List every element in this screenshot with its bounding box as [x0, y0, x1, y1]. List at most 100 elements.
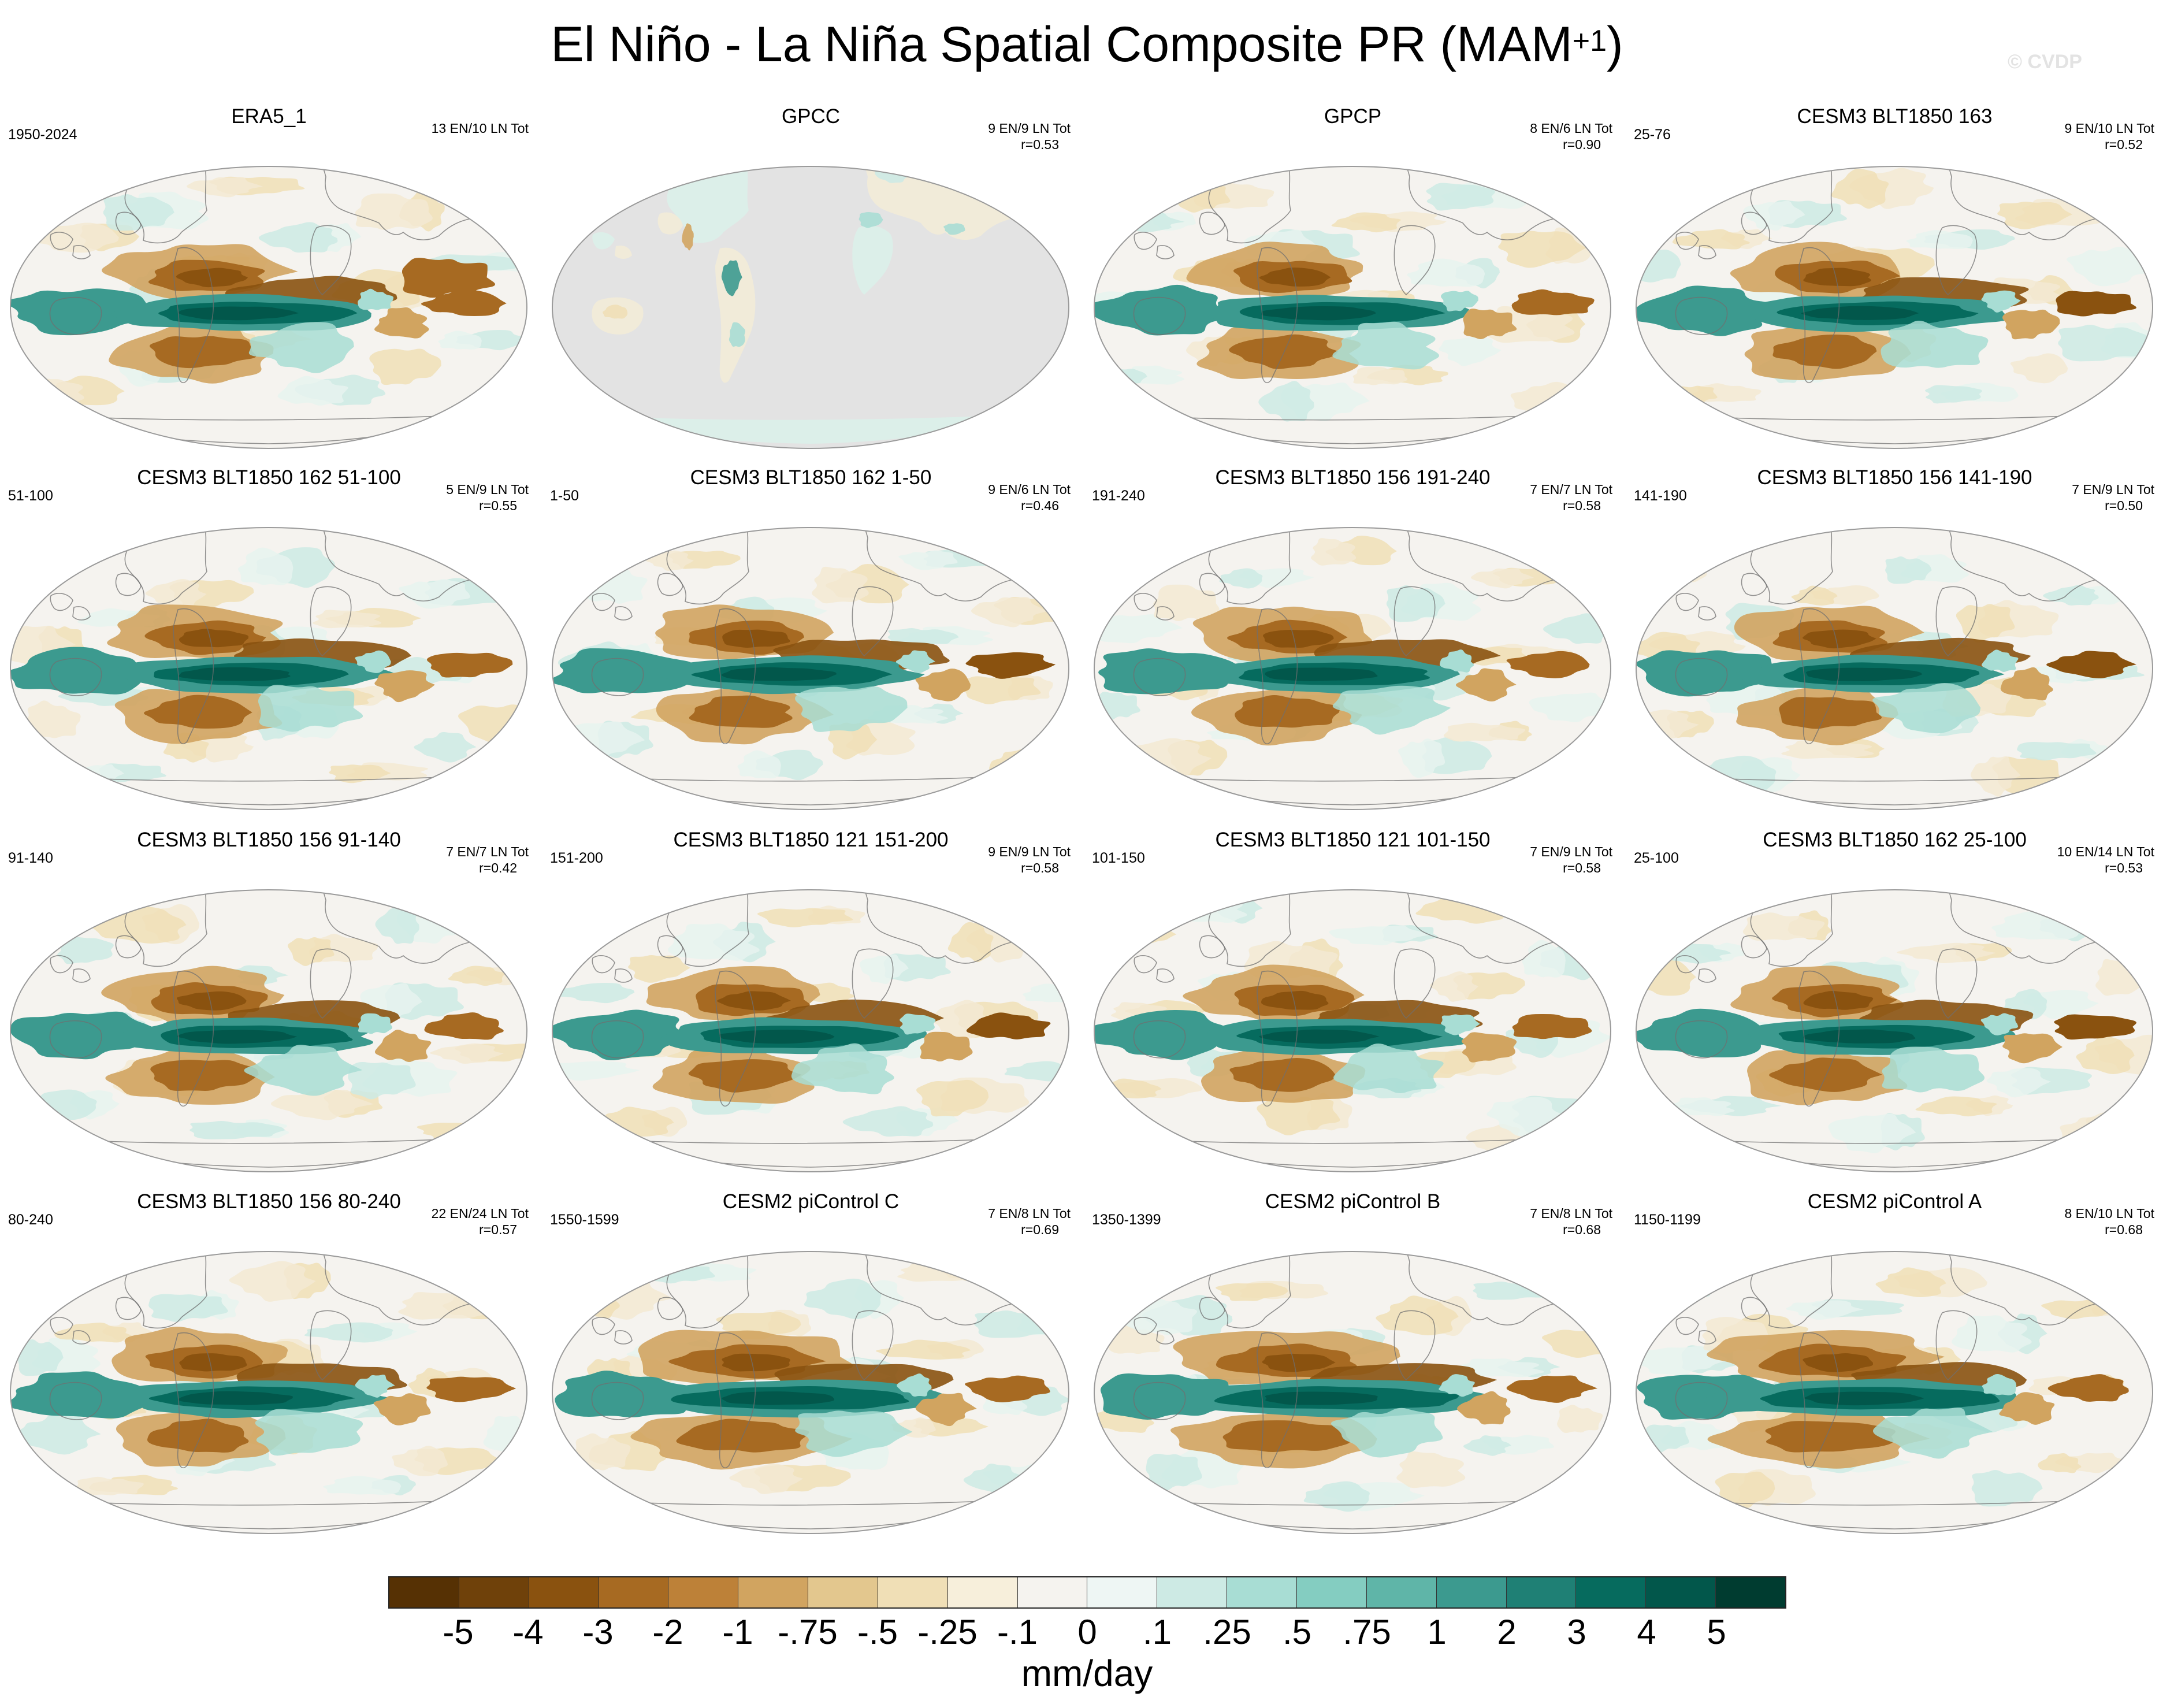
- colorbar-labels: -5 -4 -3 -2 -1 -.75 -.5 -.25 -.1 0 .1 .25 .5 .75 1 2 3 4 5: [388, 1612, 1786, 1658]
- panel-event-count: 7 EN/8 LN Tot: [1530, 1206, 1612, 1221]
- panel-title: GPCP: [1324, 105, 1382, 128]
- panel-period: 1150-1199: [1634, 1212, 1701, 1228]
- panel-period: 1-50: [550, 488, 579, 504]
- figure-title-text: El Niño - La Niña Spatial Composite PR (…: [551, 17, 1573, 72]
- panel-period: 141-190: [1634, 488, 1687, 504]
- composite-map: [10, 1251, 527, 1534]
- colorbar-cell: [529, 1577, 599, 1607]
- panel-title: CESM2 piControl A: [1807, 1190, 1982, 1213]
- composite-map: [10, 527, 527, 810]
- composite-map: [1094, 527, 1611, 810]
- colorbar-tick-label: 3: [1567, 1613, 1586, 1651]
- colorbar-tick-label: -.5: [857, 1613, 898, 1651]
- composite-map: [552, 1251, 1069, 1534]
- map-panel: CESM3 BLT1850 162 25-100 25-100 10 EN/14 L…: [1630, 827, 2159, 1174]
- panel-period: 25-76: [1634, 127, 1671, 143]
- map-panel: CESM3 BLT1850 121 101-150 101-150 7 EN/9 L…: [1088, 827, 1617, 1174]
- colorbar-cell: [878, 1577, 948, 1607]
- colorbar-tick-label: 1: [1427, 1613, 1447, 1651]
- colorbar-cell: [1296, 1577, 1367, 1607]
- panel-stats: 8 EN/10 LN Tot r=0.68: [2064, 1205, 2154, 1238]
- colorbar-tick-label: -1: [722, 1613, 753, 1651]
- colorbar-cell: [1157, 1577, 1228, 1607]
- panel-event-count: 13 EN/10 LN Tot: [431, 121, 529, 136]
- watermark: © CVDP: [2008, 51, 2082, 73]
- panel-event-count: 9 EN/9 LN Tot: [988, 121, 1071, 136]
- panel-pattern-correlation: r=0.53: [2105, 860, 2143, 875]
- colorbar-cell: [1506, 1577, 1577, 1607]
- panel-pattern-correlation: r=0.68: [1563, 1222, 1601, 1237]
- panel-pattern-correlation: r=0.69: [1021, 1222, 1059, 1237]
- panel-period: 151-200: [550, 850, 603, 866]
- panel-stats: 7 EN/7 LN Tot r=0.58: [1530, 481, 1612, 514]
- map-panel: CESM3 BLT1850 156 141-190 141-190 7 EN/9 L…: [1630, 465, 2159, 812]
- colorbar-cell: [599, 1577, 669, 1607]
- figure-title-superscript: +1: [1572, 24, 1607, 58]
- panel-pattern-correlation: r=0.55: [479, 498, 517, 513]
- colorbar-tick-label: .5: [1282, 1613, 1312, 1651]
- panel-title: CESM3 BLT1850 156 141-190: [1757, 466, 2032, 489]
- panel-title: CESM3 BLT1850 162 51-100: [137, 466, 401, 489]
- map-panel: CESM3 BLT1850 162 51-100 51-100 5 EN/9 LN …: [5, 465, 533, 812]
- panel-pattern-correlation: r=0.58: [1563, 860, 1601, 875]
- panel-period: 101-150: [1092, 850, 1145, 866]
- panel-stats: 7 EN/7 LN Tot r=0.42: [446, 844, 529, 876]
- panel-title: GPCC: [781, 105, 841, 128]
- panel-stats: 7 EN/9 LN Tot r=0.58: [1530, 844, 1612, 876]
- colorbar-cell: [389, 1577, 459, 1607]
- panel-title: CESM2 piControl B: [1265, 1190, 1441, 1213]
- colorbar-tick-label: -.25: [917, 1613, 978, 1651]
- map-panel: GPCP 8 EN/6 LN Tot r=0.90: [1088, 104, 1617, 451]
- panel-period: 1950-2024: [8, 127, 77, 143]
- panel-stats: 7 EN/8 LN Tot r=0.69: [988, 1205, 1071, 1238]
- colorbar: [388, 1576, 1786, 1609]
- colorbar-cell: [459, 1577, 529, 1607]
- panel-event-count: 7 EN/7 LN Tot: [446, 844, 529, 859]
- panel-event-count: 7 EN/8 LN Tot: [988, 1206, 1071, 1221]
- panel-title: CESM3 BLT1850 162 25-100: [1763, 829, 2027, 851]
- colorbar-cell: [1436, 1577, 1507, 1607]
- map-panel: CESM3 BLT1850 121 151-200 151-200 9 EN/9 L…: [547, 827, 1075, 1174]
- panel-period: 80-240: [8, 1212, 53, 1228]
- panel-pattern-correlation: r=0.53: [1021, 137, 1059, 152]
- colorbar-units: mm/day: [1021, 1653, 1153, 1694]
- panel-event-count: 8 EN/10 LN Tot: [2064, 1206, 2154, 1221]
- panel-stats: 22 EN/24 LN Tot r=0.57: [432, 1205, 529, 1238]
- composite-map: [10, 889, 527, 1172]
- panel-title: CESM3 BLT1850 156 191-240: [1215, 466, 1491, 489]
- colorbar-tick-label: -2: [652, 1613, 683, 1651]
- colorbar-tick-label: -3: [582, 1613, 614, 1651]
- composite-map: [1636, 166, 2153, 449]
- panel-title: CESM3 BLT1850 156 91-140: [137, 829, 401, 851]
- panel-stats: 8 EN/6 LN Tot r=0.90: [1530, 120, 1612, 153]
- map-panel: CESM2 piControl C 1550-1599 7 EN/8 LN Tot r…: [547, 1189, 1075, 1536]
- colorbar-cell: [1366, 1577, 1437, 1607]
- panel-pattern-correlation: r=0.57: [479, 1222, 517, 1237]
- map-panel: ERA5_1 1950-2024 13 EN/10 LN Tot: [5, 104, 533, 451]
- colorbar-tick-label: 4: [1637, 1613, 1656, 1651]
- composite-map: [1636, 889, 2153, 1172]
- colorbar-cell: [1576, 1577, 1647, 1607]
- panel-stats: 13 EN/10 LN Tot: [432, 120, 529, 136]
- composite-map: [1636, 527, 2153, 810]
- panel-event-count: 7 EN/7 LN Tot: [1530, 482, 1612, 497]
- colorbar-cell: [947, 1577, 1018, 1607]
- panel-title: CESM3 BLT1850 121 151-200: [673, 829, 949, 851]
- colorbar-cell: [1646, 1577, 1716, 1607]
- composite-map: [1636, 1251, 2153, 1534]
- panel-title: ERA5_1: [231, 105, 307, 128]
- colorbar-tick-label: .75: [1343, 1613, 1391, 1651]
- panel-pattern-correlation: r=0.58: [1021, 860, 1059, 875]
- map-panel: CESM3 BLT1850 156 80-240 80-240 22 EN/24 L…: [5, 1189, 533, 1536]
- panel-period: 25-100: [1634, 850, 1679, 866]
- map-panel: CESM3 BLT1850 156 91-140 91-140 7 EN/7 LN …: [5, 827, 533, 1174]
- panel-title: CESM2 piControl C: [722, 1190, 900, 1213]
- map-panel: CESM2 piControl A 1150-1199 8 EN/10 LN Tot…: [1630, 1189, 2159, 1536]
- colorbar-tick-label: 2: [1497, 1613, 1517, 1651]
- panel-pattern-correlation: r=0.46: [1021, 498, 1059, 513]
- panel-pattern-correlation: r=0.90: [1563, 137, 1601, 152]
- panel-pattern-correlation: r=0.52: [2105, 137, 2143, 152]
- panel-stats: 7 EN/9 LN Tot r=0.50: [2072, 481, 2154, 514]
- panel-stats: 10 EN/14 LN Tot r=0.53: [2057, 844, 2154, 876]
- panel-stats: 9 EN/6 LN Tot r=0.46: [988, 481, 1071, 514]
